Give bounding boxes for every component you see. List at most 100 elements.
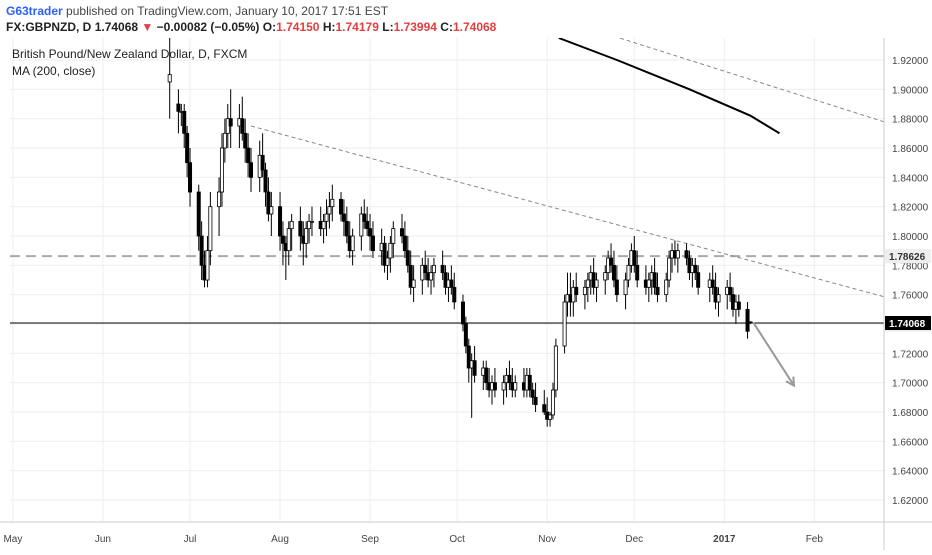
- candle-body: [391, 228, 396, 244]
- candle: [222, 118, 227, 163]
- candle: [449, 265, 454, 295]
- candle: [562, 294, 567, 354]
- publish-header: G63trader published on TradingView.com, …: [0, 0, 932, 38]
- candle: [611, 250, 616, 288]
- candle: [507, 360, 512, 390]
- candle: [632, 236, 637, 273]
- candle-body: [501, 382, 506, 391]
- candle: [635, 250, 640, 288]
- candle: [307, 214, 312, 244]
- candle: [574, 272, 579, 302]
- candle: [365, 206, 370, 236]
- chart-svg[interactable]: 1.92000 1.90000 1.88000 1.86000 1.84000 1.820…: [0, 38, 932, 550]
- candle-body: [472, 360, 477, 376]
- candle: [527, 368, 532, 398]
- candle: [304, 221, 309, 258]
- candle-body: [492, 382, 497, 391]
- candle-body: [736, 301, 741, 310]
- candle-body: [280, 235, 285, 244]
- candle: [185, 126, 190, 178]
- y-tick-label: 1.66000: [892, 437, 929, 448]
- x-tick-label: Aug: [271, 534, 289, 545]
- candle-body: [341, 213, 346, 222]
- author-link[interactable]: G63trader: [6, 4, 63, 18]
- candle-body: [611, 264, 616, 281]
- candle: [266, 177, 271, 222]
- x-tick-label: Jun: [95, 534, 111, 545]
- candle-body: [289, 220, 294, 230]
- candle-body: [460, 301, 465, 325]
- trendline-upper: [617, 38, 884, 123]
- candle: [249, 148, 254, 192]
- ohlc-line: FX:GBPNZD, D 1.74068 ▼ −0.00082 (−0.05%)…: [6, 20, 496, 34]
- low-value: 1.73994: [393, 20, 437, 34]
- candle-body: [205, 250, 210, 281]
- candle-body: [228, 118, 233, 127]
- candle: [269, 192, 274, 236]
- y-tick-label: 1.82000: [892, 203, 929, 214]
- candle: [411, 265, 416, 302]
- y-tick-label: 1.64000: [892, 467, 929, 478]
- chart-area[interactable]: 1.92000 1.90000 1.88000 1.86000 1.84000 1.820…: [0, 38, 932, 550]
- candle-body: [176, 103, 181, 112]
- candle: [667, 250, 672, 288]
- candle-body: [196, 191, 201, 237]
- candle-body: [188, 162, 193, 193]
- candle-body: [408, 264, 413, 288]
- candle: [382, 236, 387, 273]
- candle: [728, 272, 733, 302]
- candle: [330, 184, 335, 222]
- candle-body: [626, 264, 631, 281]
- candle-body: [298, 220, 303, 237]
- candle: [684, 243, 689, 266]
- candle-body: [582, 286, 587, 296]
- candle: [280, 221, 285, 266]
- last-price: 1.74068: [94, 20, 139, 34]
- candle: [440, 250, 445, 280]
- candle-body: [542, 404, 547, 413]
- candle-body: [368, 228, 373, 237]
- candle-body: [286, 228, 291, 252]
- candle-body: [370, 235, 375, 252]
- candle: [278, 192, 283, 251]
- x-tick-label: Feb: [806, 534, 824, 545]
- candle-body: [405, 250, 410, 266]
- open-label: O:: [262, 20, 277, 34]
- candle: [655, 272, 660, 302]
- candle: [696, 265, 701, 295]
- candle: [228, 89, 233, 148]
- candle: [484, 360, 489, 390]
- trendline-lower: [250, 125, 884, 298]
- candle: [399, 214, 404, 244]
- candle: [388, 236, 393, 273]
- candle: [713, 272, 718, 310]
- candle-body: [655, 286, 660, 296]
- candle-body: [484, 367, 489, 384]
- candle: [321, 214, 326, 244]
- y-tick-label: 1.80000: [892, 232, 929, 243]
- candle: [736, 294, 741, 317]
- candle: [693, 258, 698, 280]
- candle: [359, 206, 364, 251]
- y-tick-label: 1.84000: [892, 173, 929, 184]
- candle-body: [716, 294, 721, 303]
- last-price-tag: 1.74068: [889, 319, 926, 330]
- candle-body: [330, 198, 335, 208]
- projection-arrow-head: [785, 376, 796, 388]
- x-tick-label: Nov: [538, 534, 556, 545]
- candle-body: [646, 279, 651, 288]
- candle-body: [594, 279, 599, 288]
- candle: [420, 258, 425, 295]
- y-tick-label: 1.90000: [892, 85, 929, 96]
- candle: [594, 272, 599, 302]
- candle: [542, 390, 547, 415]
- candle: [188, 148, 193, 207]
- candle: [327, 192, 332, 229]
- candle: [196, 184, 201, 251]
- candle-body: [684, 250, 689, 259]
- candle-body: [266, 191, 271, 215]
- candle-body: [309, 220, 314, 223]
- candle: [513, 375, 518, 398]
- candle-body: [344, 220, 349, 237]
- x-tick-label: May: [3, 534, 22, 545]
